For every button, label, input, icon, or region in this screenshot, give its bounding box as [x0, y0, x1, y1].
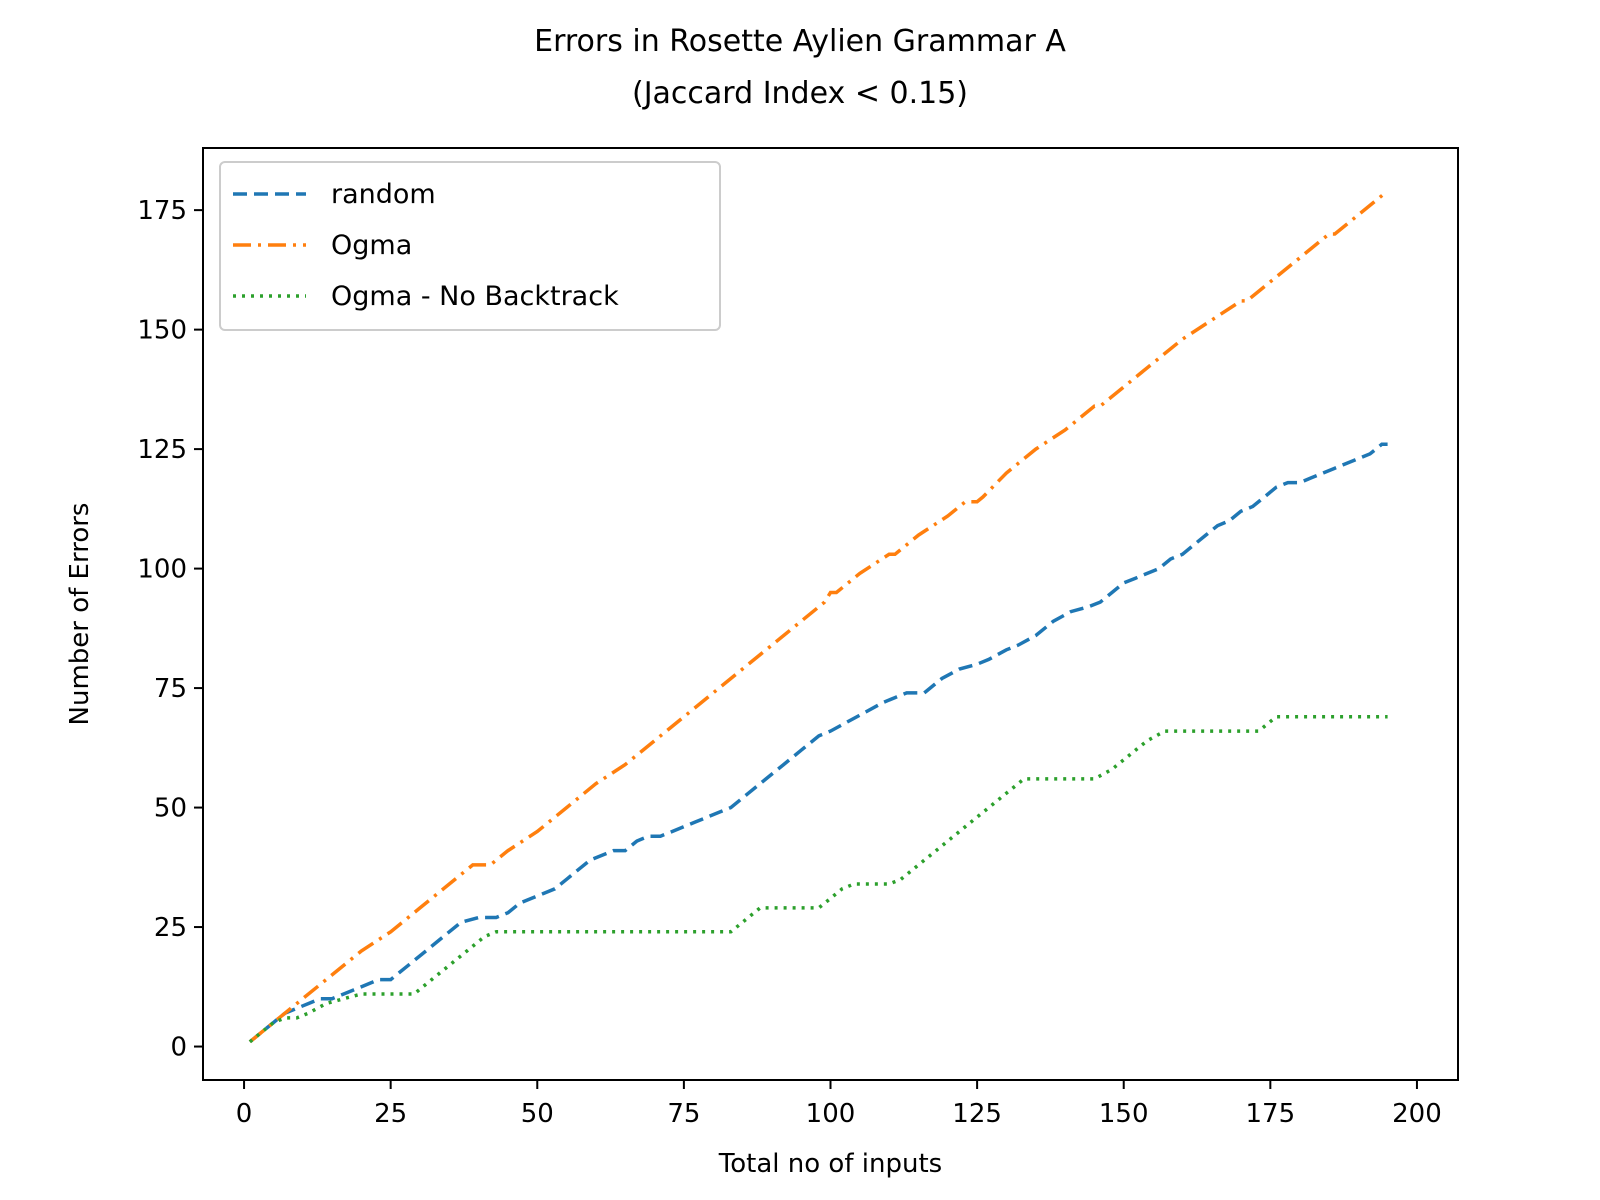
- series-line-1: [248, 189, 1389, 1044]
- chart-subtitle: (Jaccard Index < 0.15): [632, 76, 968, 111]
- y-tick-label: 0: [170, 1033, 187, 1063]
- legend-label-2: Ogma - No Backtrack: [331, 281, 619, 312]
- y-axis-label: Number of Errors: [65, 503, 95, 726]
- y-tick-label: 50: [154, 794, 187, 824]
- x-tick-label: 150: [1099, 1099, 1149, 1129]
- x-tick-label: 25: [374, 1099, 407, 1129]
- legend-label-1: Ogma: [331, 230, 412, 261]
- x-axis-label: Total no of inputs: [718, 1149, 942, 1179]
- y-tick-label: 175: [137, 196, 187, 226]
- legend-label-0: random: [331, 179, 436, 210]
- y-tick-label: 125: [137, 435, 187, 465]
- x-tick-label: 100: [806, 1099, 856, 1129]
- ticks-layer: 0 25 50 75 100 125 150 175 200 0 25 50 75 100 125 150 17…: [137, 196, 1441, 1129]
- x-tick-label: 200: [1392, 1099, 1442, 1129]
- x-tick-label: 175: [1246, 1099, 1296, 1129]
- chart-title: Errors in Rosette Aylien Grammar A: [534, 24, 1066, 59]
- x-tick-label: 50: [521, 1099, 554, 1129]
- y-tick-label: 150: [137, 316, 187, 346]
- legend-box: [219, 161, 721, 331]
- y-tick-label: 25: [154, 913, 187, 943]
- series-line-2: [248, 715, 1388, 1044]
- x-tick-label: 125: [952, 1099, 1002, 1129]
- series-layer: [248, 189, 1389, 1044]
- x-tick-label: 75: [667, 1099, 700, 1129]
- series-line-0: [248, 442, 1388, 1044]
- legend: random Ogma Ogma - No Backtrack: [219, 161, 721, 331]
- x-tick-label: 0: [236, 1099, 253, 1129]
- y-tick-label: 75: [154, 674, 187, 704]
- y-tick-label: 100: [137, 555, 187, 585]
